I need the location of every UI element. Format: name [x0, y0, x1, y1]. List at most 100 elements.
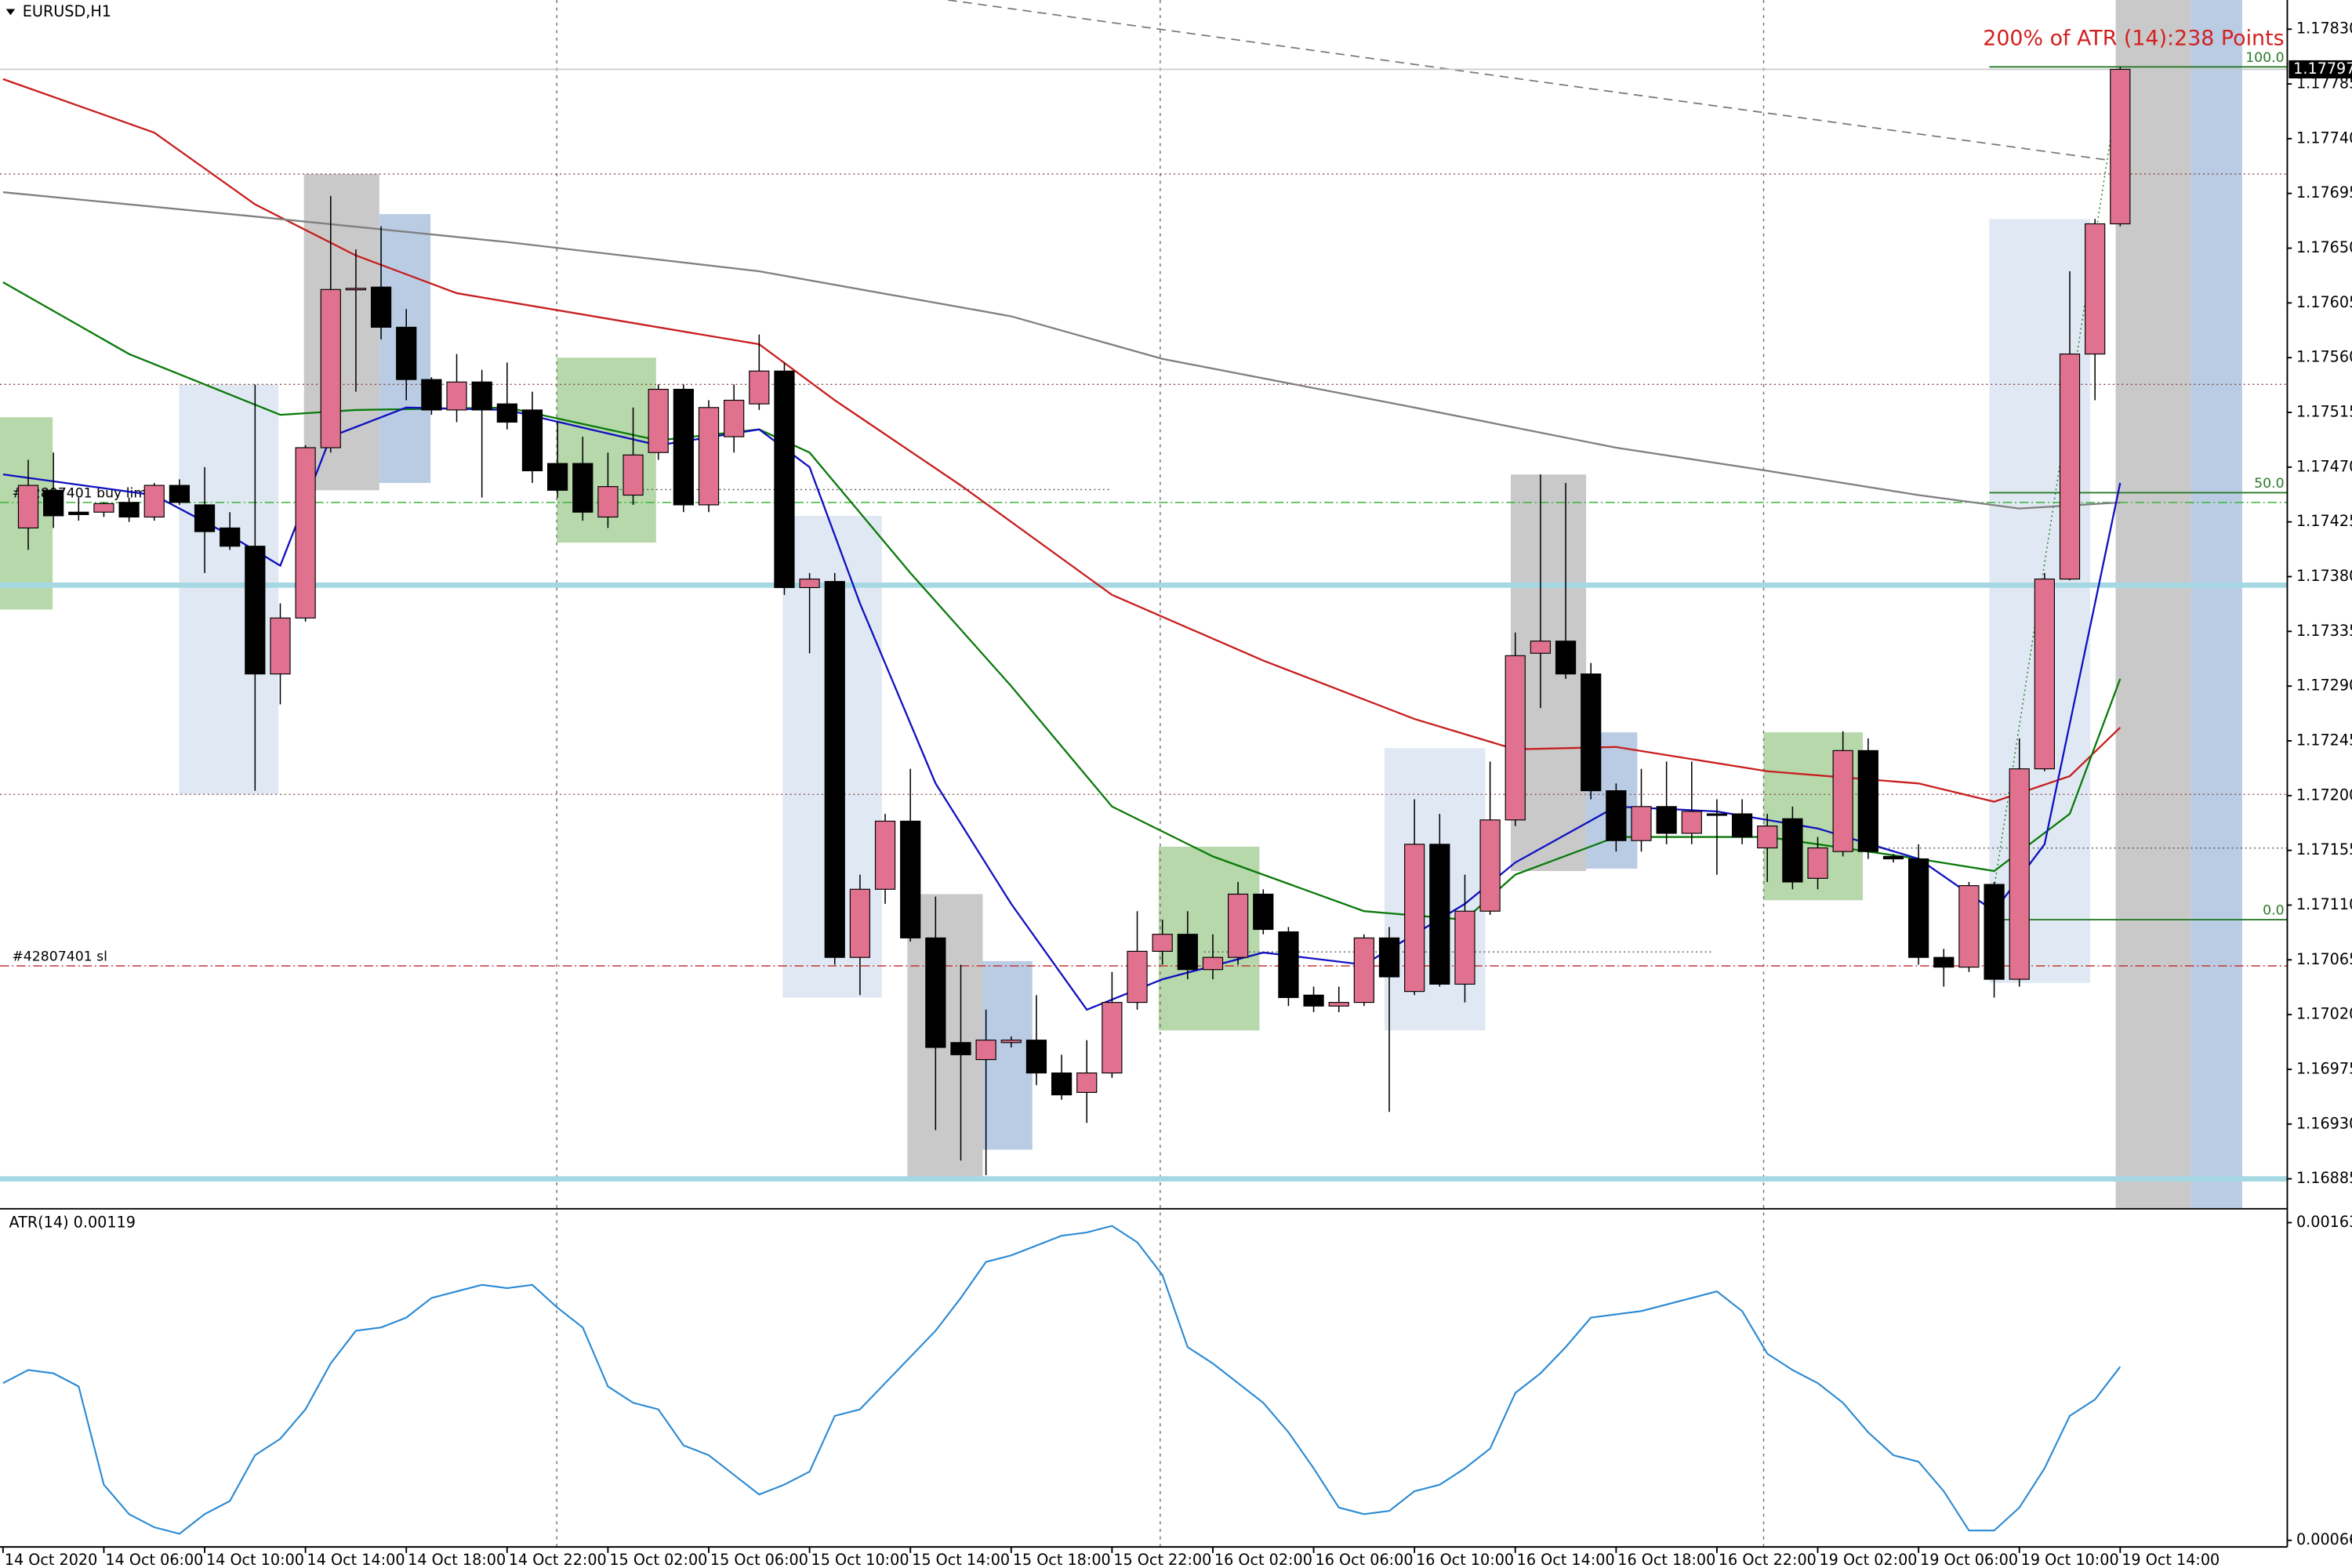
candle-body — [1908, 858, 1929, 958]
candle-body — [295, 447, 316, 619]
plot — [2, 67, 2131, 1535]
y-tick-label: 1.17245 — [2296, 731, 2352, 749]
candle-body — [1429, 844, 1450, 985]
candle-body — [471, 381, 492, 411]
candle-body — [1076, 1073, 1098, 1093]
x-tick-label: 14 Oct 14:00 — [307, 1551, 405, 1568]
candle-body — [975, 1040, 996, 1061]
candle-body — [521, 409, 543, 472]
candle-body — [1404, 844, 1425, 993]
x-tick-label: 19 Oct 06:00 — [1920, 1551, 2018, 1568]
candle-body — [421, 379, 442, 411]
candle-body — [824, 581, 845, 958]
candle-body — [396, 326, 417, 380]
x-tick-label: 14 Oct 18:00 — [408, 1551, 506, 1568]
candle-body — [118, 502, 140, 518]
x-tick-label: 14 Oct 10:00 — [206, 1551, 304, 1568]
moving-average — [2, 191, 2121, 510]
y-tick-label: 1.17560 — [2296, 348, 2352, 366]
candle-body — [1606, 790, 1627, 841]
candle-body — [270, 617, 291, 675]
trend-line — [948, 0, 2116, 162]
candle-body — [1731, 813, 1753, 838]
x-tick-label: 16 Oct 22:00 — [1719, 1551, 1817, 1568]
candle-body — [1000, 1040, 1022, 1044]
candle-body — [673, 388, 694, 506]
candle-body — [220, 527, 241, 547]
candle-body — [1984, 884, 2005, 980]
candle-body — [925, 937, 946, 1048]
y-tick-label: 1.16930 — [2296, 1114, 2352, 1132]
candle-body — [2009, 768, 2030, 980]
candle-body — [1051, 1073, 1073, 1096]
candle-body — [2034, 579, 2055, 770]
candle-body — [1504, 655, 1526, 821]
y-tick-label: 1.17740 — [2296, 129, 2352, 147]
order-label: #42807401 sl — [12, 949, 107, 965]
menu-arrow[interactable] — [5, 9, 16, 16]
fib-label: 50.0 — [2254, 476, 2284, 492]
candle-body — [1555, 641, 1577, 675]
y-tick-label: 1.17695 — [2296, 183, 2352, 201]
y-tick-label: 1.17065 — [2296, 950, 2352, 968]
candle-body — [572, 463, 593, 513]
y-tick-label: 1.17470 — [2296, 457, 2352, 475]
y-tick-label: 1.17380 — [2296, 567, 2352, 585]
candle-body — [1102, 1002, 1123, 1074]
x-tick-label: 19 Oct 02:00 — [1819, 1551, 1917, 1568]
candle-body — [597, 486, 619, 518]
candle-body — [1177, 934, 1198, 971]
candle-body — [1278, 931, 1299, 998]
x-tick-label: 16 Oct 06:00 — [1315, 1551, 1413, 1568]
candle-body — [1882, 855, 1904, 860]
x-tick-label: 15 Oct 22:00 — [1113, 1551, 1211, 1568]
candle-body — [2110, 68, 2131, 225]
price-box — [2288, 60, 2352, 78]
fib-trend — [1988, 66, 2123, 920]
candle-body — [1807, 847, 1828, 879]
y-tick-label: 1.17785 — [2296, 74, 2352, 93]
chart-title: EURUSD,H1 — [23, 2, 111, 20]
candle-body — [1378, 937, 1400, 978]
candle-body — [1479, 819, 1501, 912]
atr-label: ATR(14) 0.00119 — [9, 1214, 136, 1232]
y2-tick-label: 0.00066 — [2296, 1530, 2352, 1548]
y2-tick-label: 0.00163 — [2296, 1213, 2352, 1231]
candle-body — [1025, 1040, 1047, 1074]
y-tick-label: 1.17650 — [2296, 238, 2352, 256]
candle-body — [1857, 750, 1878, 852]
candle-body — [1202, 956, 1224, 971]
candle-body — [1958, 885, 1980, 968]
candle-body — [93, 503, 114, 513]
candle-body — [194, 504, 216, 532]
x-tick-label: 16 Oct 14:00 — [1517, 1551, 1615, 1568]
candle-body — [1933, 956, 1955, 968]
y-tick-label: 1.17155 — [2296, 840, 2352, 858]
y-tick-label: 1.17515 — [2296, 403, 2352, 421]
grid — [556, 0, 2288, 1548]
x-tick-label: 15 Oct 18:00 — [1013, 1551, 1111, 1568]
candle-body — [648, 388, 669, 453]
candle-body — [43, 489, 64, 517]
candle-body — [2059, 353, 2081, 580]
candle-body — [849, 888, 871, 958]
candle-body — [1303, 994, 1324, 1007]
candle-body — [1832, 750, 1853, 852]
candle-body — [698, 407, 720, 506]
candle-body — [1328, 1002, 1349, 1007]
zones — [0, 0, 2242, 1208]
candle-body — [17, 485, 39, 529]
fib-label: 0.0 — [2263, 903, 2284, 919]
candle-body — [1757, 826, 1778, 849]
candle-body — [1454, 910, 1475, 985]
x-tick-label: 15 Oct 10:00 — [811, 1551, 909, 1568]
x-tick-label: 16 Oct 18:00 — [1617, 1551, 1715, 1568]
y-tick-label: 1.17425 — [2296, 512, 2352, 530]
candle-body — [622, 454, 644, 496]
candle-body — [1656, 806, 1677, 834]
candle-body — [496, 403, 517, 423]
candle-body — [1353, 937, 1374, 1004]
candle-body — [143, 485, 165, 518]
